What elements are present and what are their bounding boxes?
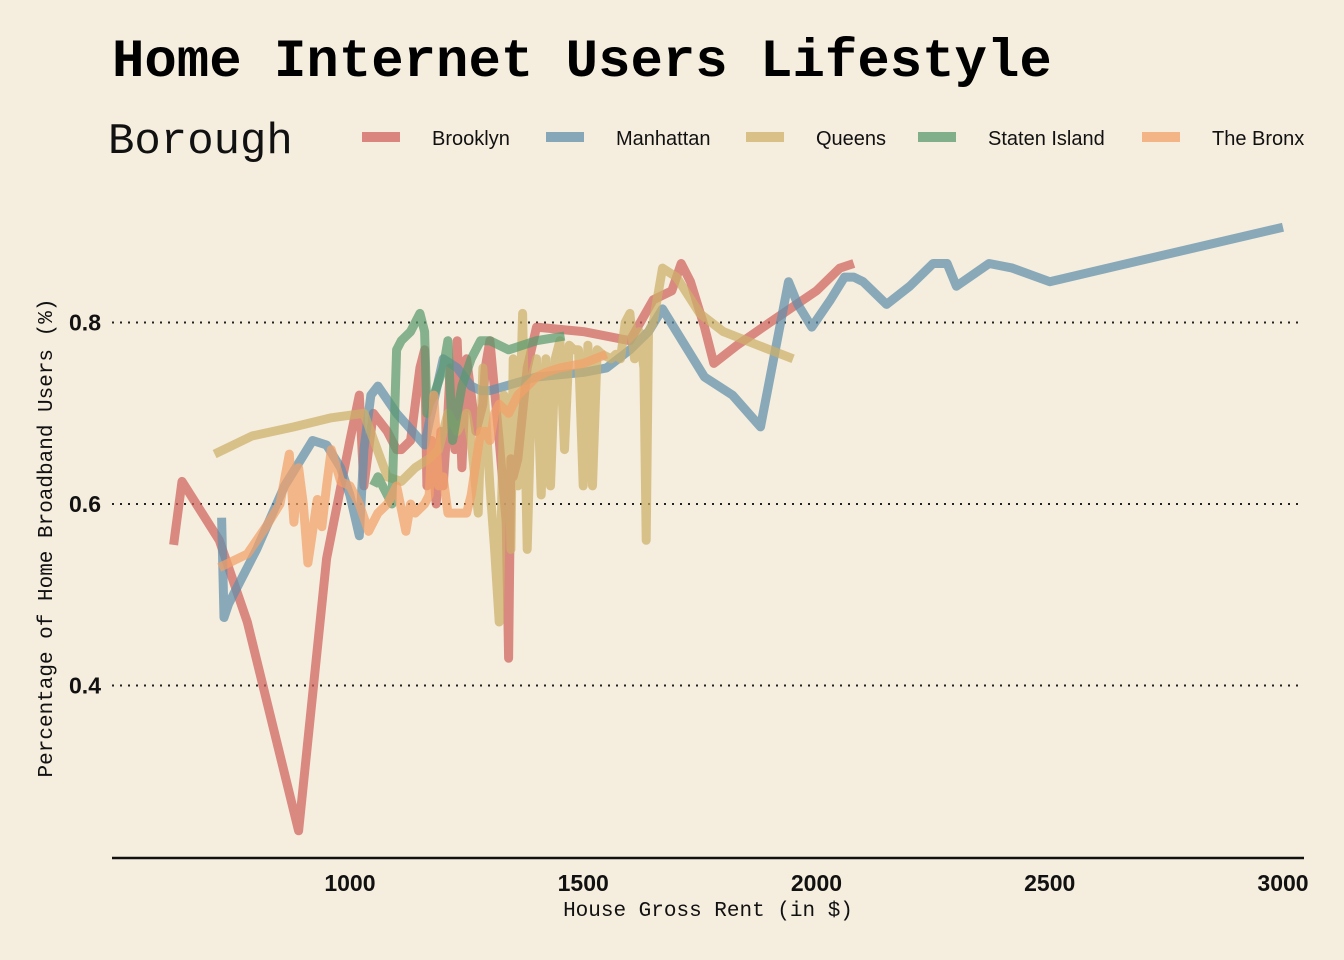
legend-swatch-brooklyn <box>362 132 400 142</box>
legend-label-the-bronx: The Bronx <box>1212 128 1304 150</box>
legend: Brooklyn Manhattan Queens Staten Island The … <box>362 128 1304 150</box>
legend-label-manhattan: Manhattan <box>616 128 711 150</box>
y-tick-label: 0.8 <box>69 310 101 336</box>
x-tick-label: 3000 <box>1257 870 1308 896</box>
y-tick-labels: 0.4 0.6 0.8 <box>69 310 101 699</box>
legend-swatch-manhattan <box>546 132 584 142</box>
y-tick-label: 0.6 <box>69 491 101 517</box>
x-tick-label: 1500 <box>558 870 609 896</box>
legend-title: Borough <box>108 117 293 167</box>
legend-label-queens: Queens <box>816 128 886 150</box>
grid-lines <box>112 321 1304 687</box>
series-line-the-bronx <box>217 350 609 572</box>
series-line-queens <box>212 263 795 627</box>
y-tick-label: 0.4 <box>69 673 101 699</box>
chart-title: Home Internet Users Lifestyle <box>112 32 1052 93</box>
x-tick-label: 2500 <box>1024 870 1075 896</box>
x-tick-labels: 1000 1500 2000 2500 3000 <box>324 870 1308 896</box>
x-axis-label: House Gross Rent (in $) <box>563 900 853 923</box>
x-tick-label: 1000 <box>324 870 375 896</box>
series-group <box>169 222 1285 836</box>
legend-swatch-staten-island <box>918 132 956 142</box>
legend-swatch-queens <box>746 132 784 142</box>
y-axis-label: Percentage of Home Broadband Users (%) <box>36 299 59 778</box>
legend-label-brooklyn: Brooklyn <box>432 128 510 150</box>
x-tick-label: 2000 <box>791 870 842 896</box>
legend-swatch-the-bronx <box>1142 132 1180 142</box>
legend-label-staten-island: Staten Island <box>988 128 1105 150</box>
